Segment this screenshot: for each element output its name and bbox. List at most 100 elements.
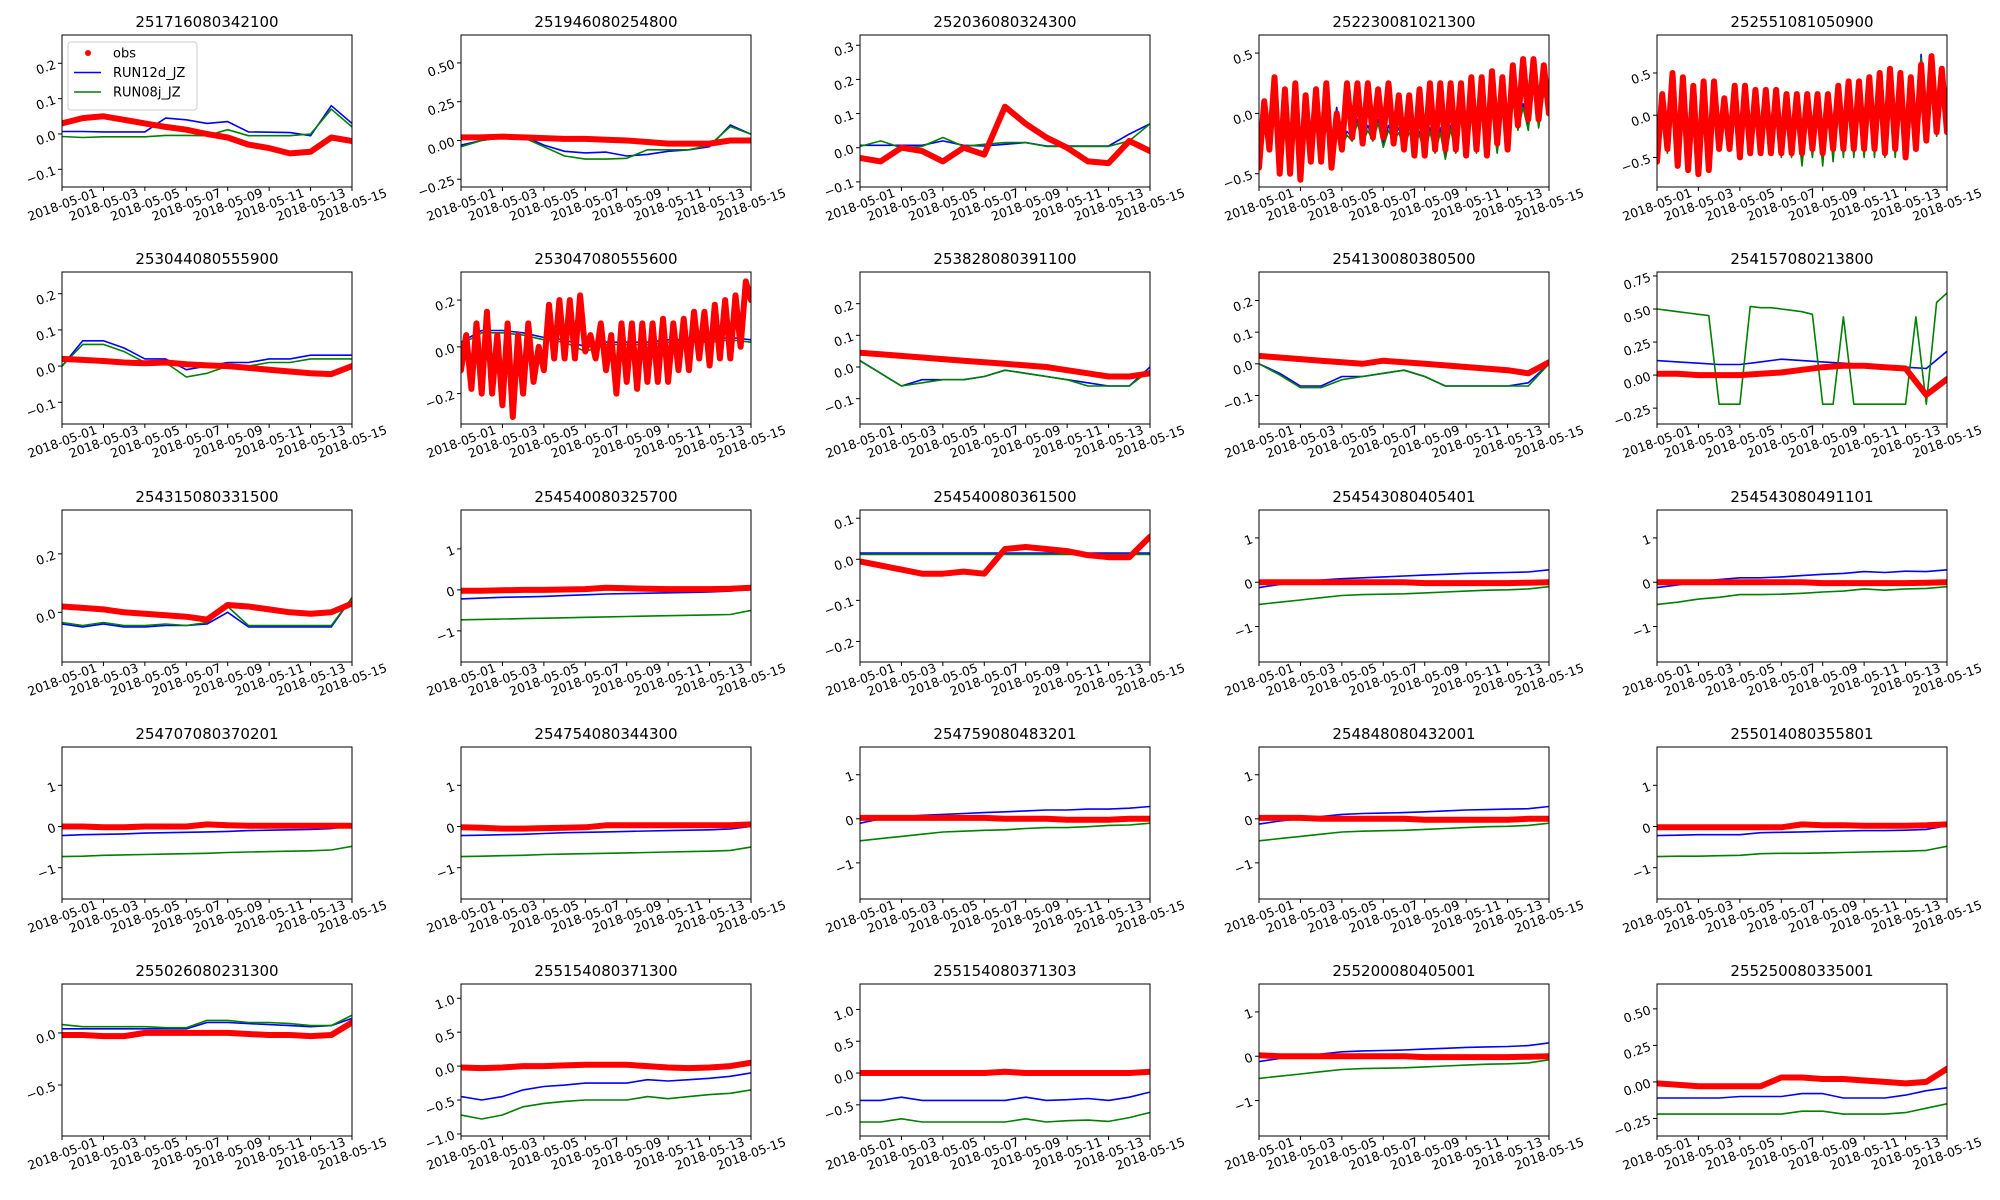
y-tick-label: −0.1 [1221,389,1255,413]
plot-area [1259,805,1549,842]
run08j-jz-series [1259,822,1549,842]
subplot-252551081050900: 2525510810509002018-05-012018-05-032018-… [1619,13,1984,224]
y-tick-label: −0.5 [1221,167,1255,191]
plot-area [62,339,352,378]
obs-series [1259,1052,1549,1061]
y-tick-label: 0 [843,812,856,829]
plot-area [1259,56,1549,183]
axes-frame [460,271,752,425]
plot-area [461,124,751,160]
y-tick-label: 0.75 [1621,269,1652,293]
y-tick-label: 0 [1242,576,1255,593]
y-tick-label: −1 [1232,1094,1254,1114]
run08j-jz-series [860,822,1150,842]
run08j-jz-series [860,1111,1150,1123]
axes-frame [460,509,752,663]
obs-series [1657,821,1947,831]
y-tick-label: 0.1 [832,329,856,350]
y-tick-label: 0.00 [1621,369,1652,393]
subplot-253047080555600: 2530470805556002018-05-012018-05-032018-… [423,250,788,461]
axes-frame [1656,271,1948,425]
y-tick-label: 0.50 [425,56,456,80]
y-tick-label: −1 [833,856,855,876]
subplot-255026080231300: 2550260802313002018-05-012018-05-032018-… [24,962,389,1173]
subplot-254315080331500: 2543150803315002018-05-012018-05-032018-… [25,488,388,699]
legend-label: RUN12d_JZ [113,66,185,81]
legend-box [67,41,198,111]
y-tick-label: 0.2 [34,547,58,568]
obs-series [1657,579,1947,587]
y-tick-label: 0.0 [34,1026,58,1047]
plot-area [860,805,1150,842]
y-tick-label: 0.0 [832,141,856,162]
axes-frame [61,271,353,425]
y-tick-label: 0.5 [1231,47,1255,68]
axes-frame [1656,509,1948,663]
y-tick-label: 0.00 [1621,1075,1652,1099]
subplot-title: 251946080254800 [534,13,677,31]
y-tick-label: 0.0 [433,340,457,361]
axes-frame [1258,271,1550,425]
run08j-jz-series [1657,1103,1947,1115]
obs-series [62,821,352,831]
plot-area [461,1059,751,1120]
run08j-jz-series [1657,585,1947,606]
axes-frame [1258,746,1550,900]
axes-frame [1258,983,1550,1137]
subplot-255154080371300: 2551540803713002018-05-012018-05-032018-… [423,962,788,1173]
subplot-255014080355801: 2550140803558012018-05-012018-05-032018-… [1620,725,1983,936]
subplot-254540080361500: 2545400803615002018-05-012018-05-032018-… [822,488,1187,699]
obs-series [860,1068,1150,1076]
axes-frame [1656,34,1948,188]
plot-area [461,584,751,621]
subplot-title: 254759080483201 [933,725,1076,743]
y-tick-label: 0.0 [832,553,856,574]
legend-label: RUN08j_JZ [113,86,181,101]
subplot-title: 252036080324300 [933,13,1076,31]
y-tick-label: 1.0 [832,1003,856,1024]
subplot-title: 253828080391100 [933,250,1076,268]
y-tick-label: 0.0 [1231,107,1255,128]
subplot-253044080555900: 2530440805559002018-05-012018-05-032018-… [24,250,389,461]
subplot-255250080335001: 2552500803350012018-05-012018-05-032018-… [1612,962,1984,1173]
run12d-jz-series [860,1091,1150,1102]
y-tick-label: 0.0 [34,606,58,627]
y-tick-label: 0.2 [832,73,856,94]
subplot-title: 253044080555900 [135,250,278,268]
y-tick-label: −1 [35,861,57,881]
subplot-251946080254800: 2519460802548002018-05-012018-05-032018-… [416,13,788,224]
subplot-title: 254157080213800 [1730,250,1873,268]
y-tick-label: 0.2 [34,57,58,78]
axes-frame [1258,34,1550,188]
run08j-jz-series [1259,363,1549,389]
y-tick-label: −1 [434,624,456,644]
subplot-255200080405001: 2552000804050012018-05-012018-05-032018-… [1222,962,1585,1173]
run12d-jz-series [1657,1087,1947,1099]
subplot-title: 255200080405001 [1332,962,1475,980]
obs-series [1259,352,1549,377]
axes-frame [1656,746,1948,900]
subplot-title: 252230081021300 [1332,13,1475,31]
y-tick-label: 0.2 [1231,294,1255,315]
obs-series [860,533,1150,577]
run12d-jz-series [461,825,751,837]
y-tick-label: −0.25 [1612,1112,1653,1139]
subplot-title: 253047080555600 [534,250,677,268]
y-tick-label: 0.25 [1621,1039,1652,1063]
y-tick-label: 1 [843,768,856,785]
subplot-title: 254543080491101 [1730,488,1873,506]
subplot-title: 255250080335001 [1730,962,1873,980]
y-tick-label: 1 [1242,1005,1255,1022]
y-tick-label: 0 [45,820,58,837]
subplot-252230081021300: 2522300810213002018-05-012018-05-032018-… [1221,13,1586,224]
axes-frame [859,746,1151,900]
y-tick-label: −1 [434,861,456,881]
axes-frame [859,509,1151,663]
legend: obs RUN12d_JZ RUN08j_JZ [67,41,198,111]
plot-area [860,103,1150,167]
subplot-title: 254315080331500 [135,488,278,506]
y-tick-label: 0.50 [1621,302,1652,326]
plot-area [860,533,1150,577]
y-tick-label: 0.0 [832,1066,856,1087]
